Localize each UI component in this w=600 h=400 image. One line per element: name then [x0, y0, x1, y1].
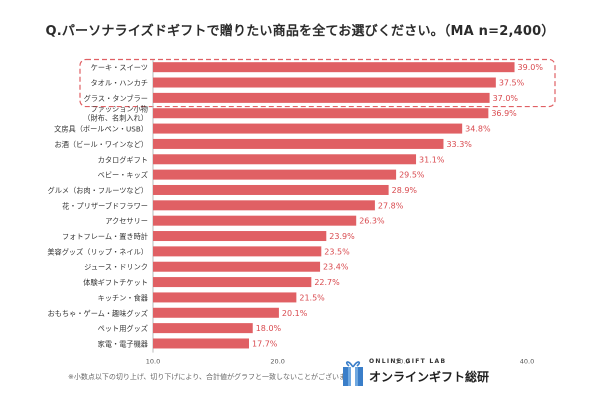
category-label: キッチン・食器	[98, 293, 148, 302]
data-label: 23.9%	[329, 232, 355, 241]
data-label: 36.9%	[491, 109, 517, 118]
bar	[153, 184, 389, 195]
bar	[153, 261, 321, 272]
x-tick-label: 10.0	[146, 358, 160, 366]
x-tick-label: 40.0	[520, 358, 534, 366]
data-label: 33.3%	[446, 140, 472, 149]
data-label: 22.7%	[314, 278, 340, 287]
category-label: 体験ギフトチケット	[83, 278, 148, 287]
chart-title: Q.パーソナライズドギフトで贈りたい商品を全てお選びください。（MA n=2,4…	[45, 24, 555, 39]
bar	[153, 154, 417, 165]
category-label: 家電・電子機器	[98, 339, 148, 348]
bar	[153, 123, 463, 134]
bar	[153, 338, 249, 349]
bar	[153, 307, 279, 318]
bar	[153, 138, 444, 149]
bar	[153, 169, 397, 180]
category-label: おもちゃ・ゲーム・趣味グッズ	[48, 309, 148, 318]
category-label: ファッション小物（財布、名刺入れ）	[83, 105, 148, 123]
category-label: 美容グッズ（リップ・ネイル）	[47, 247, 148, 256]
bar	[153, 62, 515, 73]
data-label: 37.5%	[499, 79, 525, 88]
category-label: 文房具（ボールペン・USB）	[54, 125, 148, 134]
brand-name-jp: オンラインギフト総研	[369, 370, 490, 384]
bar	[153, 108, 489, 119]
category-label: ケーキ・スイーツ	[91, 63, 148, 72]
bar	[153, 231, 327, 242]
bar	[153, 92, 490, 103]
category-label: ジュース・ドリンク	[84, 263, 148, 272]
bar	[153, 215, 357, 226]
highlight-box	[79, 58, 556, 108]
data-label: 21.5%	[299, 293, 325, 302]
bar	[153, 77, 496, 88]
data-label: 18.0%	[256, 324, 282, 333]
data-label: 34.8%	[465, 125, 491, 134]
data-label: 37.0%	[493, 94, 519, 103]
data-label: 28.9%	[392, 186, 418, 195]
bar	[153, 246, 322, 257]
category-label: ペット用グッズ	[98, 324, 148, 333]
data-label: 39.0%	[518, 63, 544, 72]
category-label: タオル・ハンカチ	[90, 79, 148, 88]
footnote: ※小数点以下の切り上げ、切り下げにより、合計値がグラフと一致しないことがございま…	[68, 373, 360, 381]
data-label: 23.4%	[323, 263, 349, 272]
category-label: グルメ（お肉・フルーツなど）	[48, 186, 148, 195]
category-label: アクセサリー	[105, 217, 148, 226]
bar	[153, 292, 297, 303]
brand-logo: ONLINE GIFT LAB オンラインギフト総研	[340, 356, 515, 390]
category-label: ベビー・キッズ	[98, 171, 148, 180]
data-label: 31.1%	[419, 155, 445, 164]
brand-name-en: ONLINE GIFT LAB	[369, 358, 447, 365]
data-label: 17.7%	[252, 339, 278, 348]
x-tick-label: 30.0	[395, 358, 409, 366]
data-label: 27.8%	[378, 201, 404, 210]
bar	[153, 323, 253, 334]
gift-bag-icon	[343, 361, 363, 386]
category-label: グラス・タンブラー	[84, 94, 148, 103]
bar	[153, 277, 312, 288]
x-tick-label: 20.0	[270, 358, 284, 366]
category-label: 花・プリザーブドフラワー	[62, 201, 148, 210]
data-label: 26.3%	[359, 217, 385, 226]
category-label: フォトフレーム・置き時計	[62, 232, 148, 241]
bar	[153, 200, 375, 211]
category-label: お酒（ビール・ワインなど）	[55, 140, 148, 149]
data-label: 20.1%	[282, 309, 308, 318]
data-label: 23.5%	[324, 247, 350, 256]
category-label: カタログギフト	[98, 155, 148, 164]
data-label: 29.5%	[399, 171, 425, 180]
